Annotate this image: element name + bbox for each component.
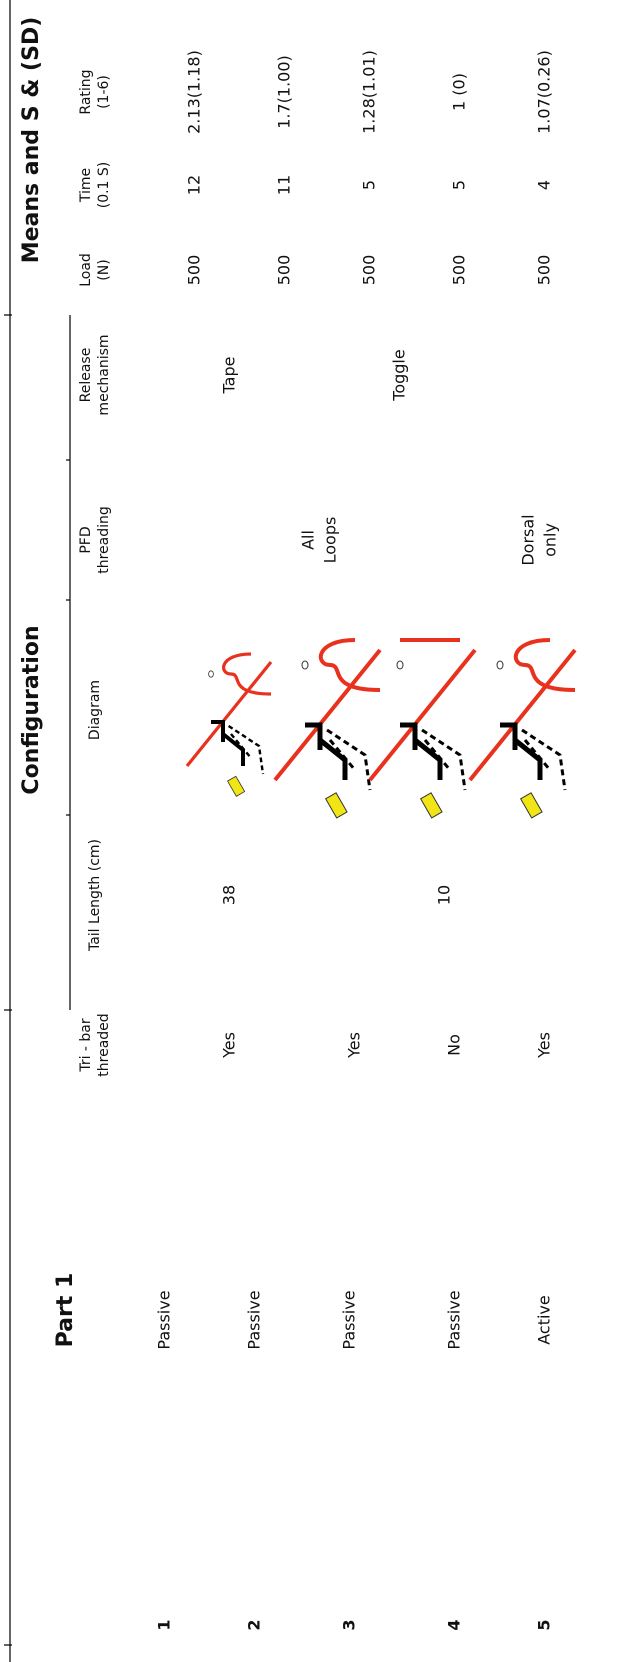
row-number: 2: [245, 1619, 264, 1630]
loop-dash: [227, 724, 265, 775]
tail-line: [318, 638, 381, 692]
tail-line: [513, 638, 576, 692]
release-cell: Tape: [220, 357, 239, 395]
tri-bar-cell: Yes: [535, 1032, 554, 1059]
mode-cell: Passive: [445, 1290, 464, 1349]
toggle: [226, 775, 246, 797]
pfd-cell: only: [541, 523, 560, 557]
column-header: PFD: [78, 526, 94, 553]
loop-dash: [521, 728, 567, 791]
toggle: [324, 792, 348, 819]
loop-dash: [326, 728, 372, 791]
column-header: (N): [96, 259, 112, 280]
tri-bar-cell: Yes: [220, 1032, 239, 1059]
means-title: Means and S & (SD): [19, 17, 44, 264]
pfd-cell: Dorsal: [519, 514, 538, 565]
toggle: [519, 792, 543, 819]
part-title: Part 1: [53, 1273, 78, 1348]
rating-cell: 2.13(1.18): [185, 50, 204, 134]
column-header: Tri - bar: [78, 1018, 94, 1073]
rating-cell: 1.7(1.00): [275, 55, 294, 129]
pfd-cell: All: [299, 530, 318, 550]
toggle: [419, 792, 443, 819]
column-header: (0.1 S): [96, 162, 112, 209]
mode-cell: Passive: [340, 1290, 359, 1349]
diagram-glyph: [368, 638, 477, 819]
rating-cell: 1 (0): [450, 73, 469, 111]
time-cell: 4: [535, 180, 554, 190]
row-number: 5: [535, 1619, 554, 1630]
tail-length-cell: 10: [435, 885, 454, 905]
column-header: Release: [78, 348, 94, 403]
time-cell: 5: [450, 180, 469, 190]
column-header: Rating: [78, 69, 94, 114]
load-cell: 500: [360, 255, 379, 286]
strap: [185, 660, 273, 768]
config-title: Configuration: [19, 625, 44, 794]
time-cell: 12: [185, 175, 204, 195]
load-cell: 500: [535, 255, 554, 286]
ring: [496, 660, 504, 670]
time-cell: 11: [275, 175, 294, 195]
time-cell: 5: [360, 180, 379, 190]
tri-bar-cell: Yes: [345, 1032, 364, 1059]
tail-length-cell: 38: [220, 885, 239, 905]
ring: [301, 660, 309, 670]
strap: [273, 648, 382, 782]
column-header: Diagram: [87, 680, 103, 740]
mode-cell: Passive: [245, 1290, 264, 1349]
diagram-glyph: [185, 652, 273, 797]
release-cell: Toggle: [390, 349, 409, 401]
column-header: (1-6): [96, 75, 112, 109]
row-number: 1: [155, 1619, 174, 1630]
load-cell: 500: [450, 255, 469, 286]
load-cell: 500: [185, 255, 204, 286]
strap: [468, 648, 577, 782]
diagram-glyph: [273, 638, 382, 819]
diagram-glyph: [468, 638, 577, 819]
pfd-cell: Loops: [321, 517, 340, 564]
mode-cell: Passive: [155, 1290, 174, 1349]
tri-bar-cell: No: [445, 1034, 464, 1056]
ring: [396, 660, 404, 670]
column-header: threading: [96, 506, 112, 574]
diagrams: [185, 638, 577, 819]
load-cell: 500: [275, 255, 294, 286]
mode-cell: Active: [535, 1295, 554, 1345]
column-header: Tail Length (cm): [87, 839, 103, 952]
tail-line: [222, 652, 272, 696]
column-header: mechanism: [96, 334, 112, 415]
rating-cell: 1.28(1.01): [360, 50, 379, 134]
row-number: 4: [445, 1619, 464, 1630]
row-number: 3: [340, 1619, 359, 1630]
column-header: Time: [78, 168, 94, 203]
column-header: Load: [78, 253, 94, 287]
ring: [208, 670, 214, 678]
loop-dash: [421, 728, 467, 791]
column-header: threaded: [96, 1013, 112, 1076]
strap: [368, 648, 477, 782]
rating-cell: 1.07(0.26): [535, 50, 554, 134]
